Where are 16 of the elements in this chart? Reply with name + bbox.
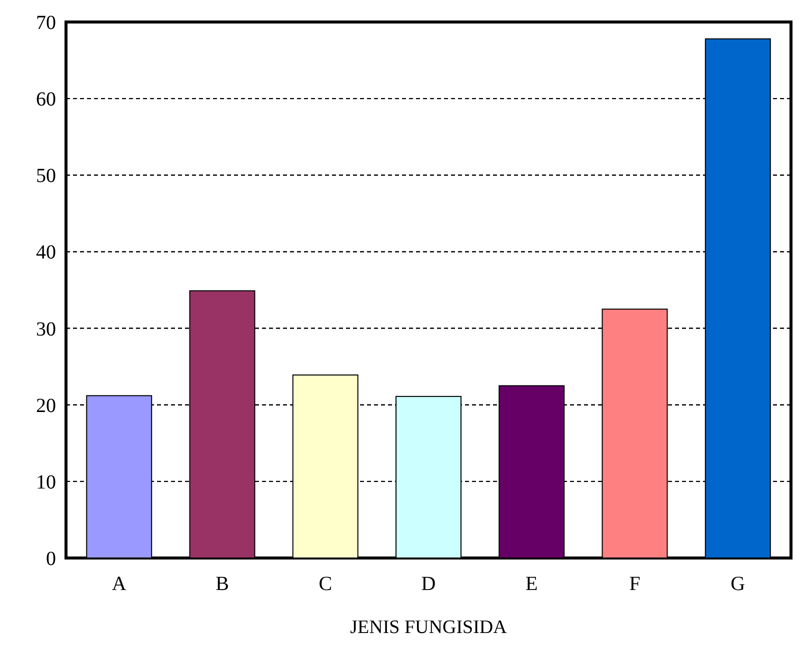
y-tick-label: 20	[36, 394, 56, 417]
y-tick-label: 40	[36, 242, 56, 264]
y-tick-label: 50	[36, 165, 56, 188]
y-tick-label: 30	[36, 318, 56, 340]
x-tick-label: G	[730, 573, 746, 595]
y-tick-label: 60	[36, 88, 56, 111]
x-tick-label: E	[526, 573, 538, 595]
x-tick-label: C	[318, 573, 332, 595]
x-tick-label: D	[421, 573, 436, 595]
x-axis-title: JENIS FUNGISIDA	[350, 617, 508, 638]
x-tick-label: F	[629, 573, 640, 595]
x-tick-label: B	[216, 573, 229, 595]
y-tick-label: 10	[36, 471, 56, 494]
y-tick-label: 70	[36, 12, 56, 34]
y-tick-label: 0	[46, 548, 56, 570]
x-tick-label: A	[112, 573, 127, 595]
